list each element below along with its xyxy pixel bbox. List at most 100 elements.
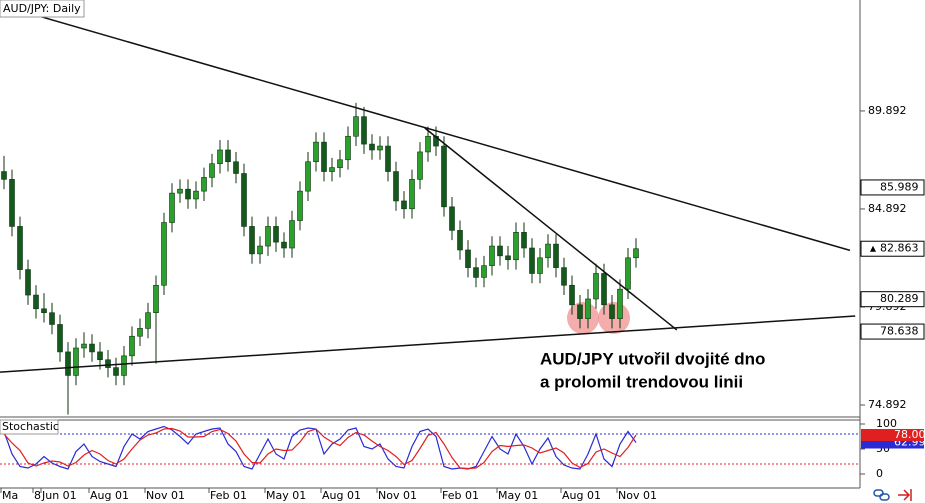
candle-body xyxy=(305,161,311,192)
candle-body xyxy=(513,232,519,261)
current-price-label: 82.863 xyxy=(880,242,919,255)
highlight-circle xyxy=(567,302,599,334)
candle-body xyxy=(265,226,271,247)
candle-body xyxy=(417,151,423,180)
current-price-marker xyxy=(870,245,876,252)
y-tick-label: 100 xyxy=(876,417,897,430)
candle-body xyxy=(321,141,327,172)
candle-body xyxy=(41,308,47,314)
x-tick-label: Aug 01 xyxy=(322,489,361,502)
candle-body xyxy=(473,267,479,278)
trendline xyxy=(424,127,678,331)
candle-body xyxy=(505,255,511,261)
x-tick-label: Nov 01 xyxy=(378,489,417,502)
stochastic-line xyxy=(3,427,637,470)
candle-body xyxy=(1,171,7,180)
candle-body xyxy=(481,265,487,278)
x-tick-label: Feb 01 xyxy=(210,489,247,502)
pane-title-box xyxy=(0,419,59,435)
candle-body xyxy=(169,192,175,223)
candle-body xyxy=(89,343,95,353)
candle-body xyxy=(385,145,391,172)
x-tick-label: May 01 xyxy=(498,489,538,502)
candle-body xyxy=(529,247,535,274)
candle-body xyxy=(353,116,359,137)
candle-body xyxy=(545,243,551,259)
x-tick-label: Feb 01 xyxy=(442,489,479,502)
y-tick-label: 84.892 xyxy=(868,202,907,215)
candle-body xyxy=(609,304,615,319)
current-price-box xyxy=(860,240,925,257)
candle-body xyxy=(313,141,319,163)
candle-body xyxy=(273,226,279,243)
trendline xyxy=(0,315,856,373)
candle-body xyxy=(33,294,39,310)
candle-body xyxy=(161,222,167,286)
x-tick-label: Nov 01 xyxy=(146,489,185,502)
candle-body xyxy=(345,135,351,161)
candle-body xyxy=(409,179,415,210)
candle-body xyxy=(337,159,343,168)
candle-body xyxy=(393,171,399,202)
candle-body xyxy=(153,284,159,314)
candle-body xyxy=(9,179,15,227)
candle-body xyxy=(49,312,55,325)
candle-body xyxy=(561,267,567,286)
x-tick-label: Aug 01 xyxy=(562,489,601,502)
candle-body xyxy=(601,273,607,306)
stochastic-line xyxy=(3,425,637,470)
x-tick-label: Aug 01 xyxy=(90,489,129,502)
candle-body xyxy=(377,145,383,151)
chart-title: AUD/JPY: Daily xyxy=(3,2,81,15)
candle-body xyxy=(249,226,255,255)
title-box xyxy=(0,0,85,18)
candle-body xyxy=(329,167,335,172)
candle-body xyxy=(625,257,631,290)
candle-body xyxy=(233,161,239,174)
candle-body xyxy=(449,206,455,231)
annotation: AUD/JPY utvořil dvojité dno xyxy=(540,349,765,368)
candle-body xyxy=(361,116,367,145)
candle-body xyxy=(577,304,583,319)
annotation: a prolomil trendovou linii xyxy=(540,372,743,391)
x-tick-label: May 01 xyxy=(266,489,306,502)
price-label: 80.289 xyxy=(880,292,919,305)
candle-body xyxy=(425,135,431,153)
scroll-end-icon[interactable] xyxy=(898,489,912,501)
price-label-box xyxy=(860,291,925,308)
x-tick-label: Nov 01 xyxy=(618,489,657,502)
candle-body xyxy=(617,288,623,319)
y-tick-label: 89.892 xyxy=(868,104,907,117)
price-label-box xyxy=(860,179,925,196)
price-label: 85.989 xyxy=(880,180,919,193)
candle-body xyxy=(57,324,63,353)
candle-body xyxy=(537,257,543,274)
candle-body xyxy=(281,241,287,249)
candle-body xyxy=(585,298,591,319)
x-tick-label: Ma xyxy=(2,489,18,502)
candle-body xyxy=(145,312,151,329)
candle-body xyxy=(553,243,559,268)
candle-body xyxy=(17,226,23,270)
y-tick-label: 74.892 xyxy=(868,398,907,411)
candle-body xyxy=(257,245,263,255)
candle-body xyxy=(289,220,295,249)
candle-body xyxy=(593,273,599,300)
candle-body xyxy=(209,163,215,178)
x-tick-label: Jun 01 xyxy=(41,489,77,502)
candle-body xyxy=(201,177,207,192)
candle-body xyxy=(369,143,375,151)
link-icon[interactable] xyxy=(873,489,884,497)
candle-body xyxy=(113,367,119,376)
candle-body xyxy=(105,359,111,368)
price-label-box xyxy=(860,323,925,340)
candle-body xyxy=(121,355,127,376)
candle-body xyxy=(193,190,199,200)
link-icon-part xyxy=(879,493,890,501)
candle-body xyxy=(441,145,447,208)
candle-body xyxy=(489,245,495,266)
x-tick-label: 8 xyxy=(34,489,41,502)
candle-body xyxy=(457,230,463,251)
